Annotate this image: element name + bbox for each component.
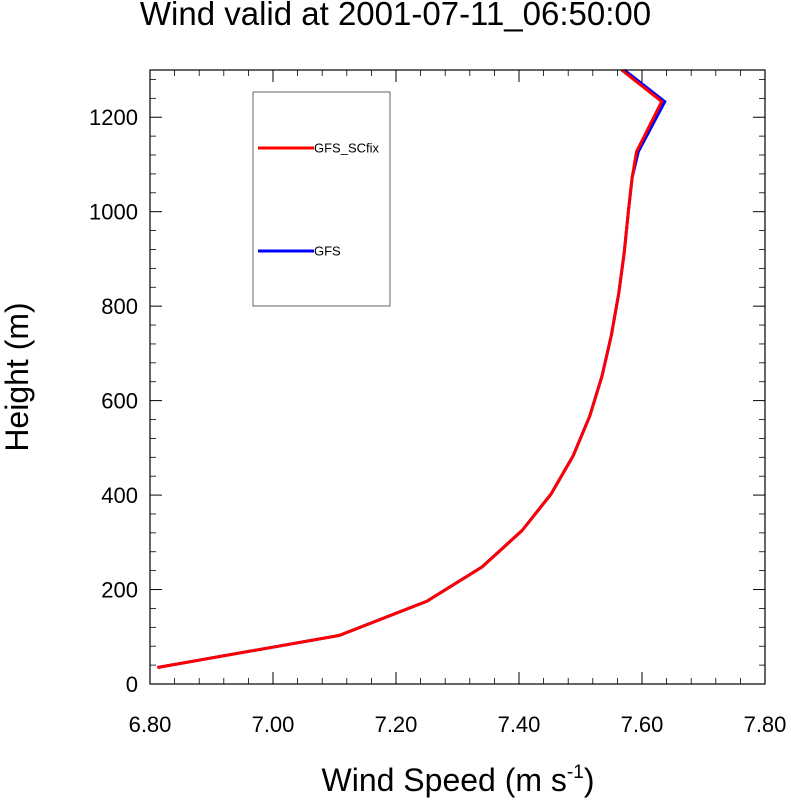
x-axis-title-suffix: ) bbox=[584, 762, 595, 798]
series-line-gfs-scfix bbox=[157, 68, 664, 669]
x-axis-title-superscript: -1 bbox=[567, 762, 584, 783]
y-tick-label: 800 bbox=[101, 294, 138, 319]
x-tick-label: 6.80 bbox=[129, 712, 172, 737]
y-axis-title: Height (m) bbox=[0, 302, 35, 451]
tick-labels: 6.80 7.00 7.20 7.40 7.60 7.80 0 200 400 600 800 100… bbox=[89, 105, 786, 737]
y-tick-label: 600 bbox=[101, 389, 138, 414]
x-axis-title-main: Wind Speed (m s bbox=[322, 762, 567, 798]
x-tick-label: 7.00 bbox=[252, 712, 295, 737]
y-tick-label: 0 bbox=[126, 672, 138, 697]
series-layer bbox=[157, 68, 667, 669]
minor-ticks bbox=[150, 70, 765, 684]
legend-label-gfs-scfix: GFS_SCfix bbox=[314, 141, 380, 156]
major-ticks bbox=[149, 70, 766, 685]
x-tick-label: 7.20 bbox=[375, 712, 418, 737]
series-line-gfs bbox=[157, 68, 667, 669]
chart-title: Wind valid at 2001-07-11_06:50:00 bbox=[139, 0, 652, 32]
y-tick-label: 1200 bbox=[89, 105, 138, 130]
x-tick-label: 7.80 bbox=[744, 712, 787, 737]
x-axis-title: Wind Speed (m s-1) bbox=[322, 762, 595, 798]
plot-frame bbox=[149, 69, 766, 685]
legend: GFS_SCfix GFS bbox=[252, 91, 391, 307]
y-tick-label: 1000 bbox=[89, 200, 138, 225]
legend-box bbox=[252, 91, 391, 307]
x-tick-label: 7.40 bbox=[498, 712, 541, 737]
x-tick-label: 7.60 bbox=[621, 712, 664, 737]
legend-label-gfs: GFS bbox=[314, 244, 341, 259]
y-tick-label: 400 bbox=[101, 483, 138, 508]
y-tick-label: 200 bbox=[101, 578, 138, 603]
